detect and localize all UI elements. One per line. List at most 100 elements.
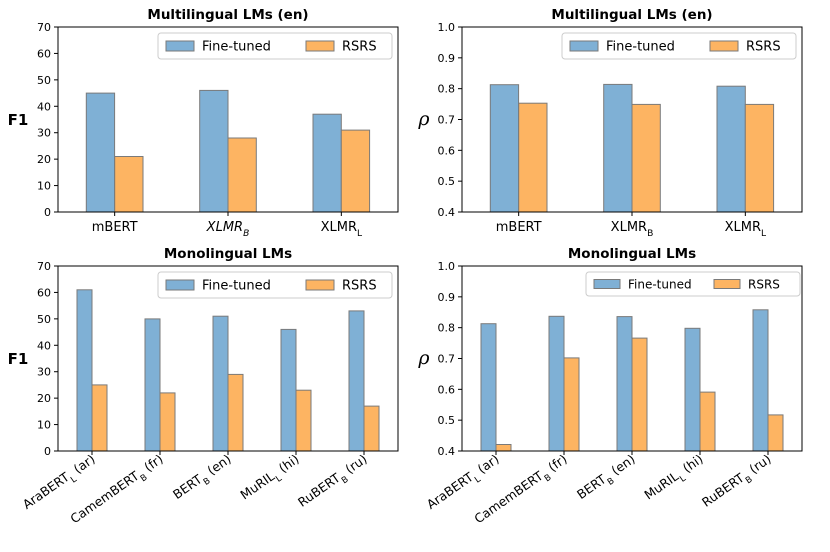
bar-fine-tuned	[716, 85, 746, 213]
bar-fine-tuned	[489, 84, 520, 213]
bar-rsrs	[114, 156, 144, 213]
legend-swatch-rsrs	[713, 279, 741, 289]
legend: Fine-tuned RSRS	[585, 271, 801, 297]
y-tick-label: 0.8	[438, 322, 456, 335]
label-subscript: B	[202, 476, 213, 488]
label-subscript: L	[473, 475, 483, 486]
chart-title: Monolingual LMs	[568, 246, 696, 262]
label-suffix: (ru)	[339, 451, 370, 479]
label-subscript: L	[678, 474, 688, 485]
y-tick-label: 0.8	[438, 83, 456, 96]
bar-rsrs	[295, 389, 312, 452]
y-tick-label: 40	[37, 100, 51, 113]
y-tick-label: 50	[37, 74, 51, 87]
x-tick-label: XLMRB	[206, 220, 250, 239]
x-tick-label: XLMRB	[611, 220, 654, 239]
x-tick-label: XLMRL	[725, 220, 767, 239]
label-subscript: B	[340, 475, 351, 487]
legend-swatch-rsrs	[709, 40, 739, 52]
x-tick-label: mBERT	[496, 220, 542, 235]
legend-label-rsrs: RSRS	[748, 278, 780, 292]
bar-rsrs	[744, 103, 775, 213]
label-base: XLMR	[611, 220, 647, 235]
bar-fine-tuned	[480, 323, 497, 452]
bar-rsrs	[631, 103, 661, 213]
bar-rsrs	[767, 414, 784, 452]
bar-fine-tuned	[76, 289, 93, 452]
y-tick-label: 0.7	[438, 353, 456, 366]
y-tick-label: 70	[37, 21, 51, 34]
label-base: MuRIL	[641, 468, 681, 502]
y-tick-label: 1.0	[438, 260, 456, 273]
label-subscript: L	[357, 229, 363, 239]
x-tick-label: RuBERTB (ru)	[295, 451, 373, 514]
bar-fine-tuned	[603, 83, 633, 213]
bar-fine-tuned	[752, 309, 769, 452]
x-tick-label: mBERT	[92, 220, 138, 235]
legend: Fine-tuned RSRS	[157, 32, 393, 60]
bar-fine-tuned	[616, 316, 633, 452]
label-suffix: (en)	[201, 451, 234, 480]
legend-box	[157, 32, 393, 60]
label-subscript: B	[744, 475, 755, 487]
label-subscript: L	[69, 475, 79, 486]
y-tick-label: 10	[37, 419, 51, 432]
y-tick-label: 0.9	[438, 52, 456, 65]
chart-title: Monolingual LMs	[164, 246, 292, 262]
y-tick-label: 0.9	[438, 291, 456, 304]
y-tick-label: 20	[37, 392, 51, 405]
legend-box	[157, 271, 393, 299]
y-tick-label: 0.7	[438, 114, 456, 127]
label-suffix: (ru)	[743, 451, 774, 479]
y-tick-label: 30	[37, 366, 51, 379]
label-base: AraBERT	[424, 469, 477, 512]
x-tick-label: XLMRL	[321, 220, 363, 239]
y-axis-label: F1	[8, 111, 29, 129]
legend-swatch-fine-tuned	[569, 40, 599, 52]
y-tick-label: 50	[37, 313, 51, 326]
legend-box	[585, 271, 801, 297]
label-base: RuBERT	[699, 470, 747, 510]
label-base: XLMR	[725, 220, 761, 235]
label-base: RuBERT	[295, 470, 343, 510]
label-base: XLMR	[206, 220, 243, 235]
bar-rsrs	[699, 391, 716, 452]
y-axis-label: F1	[8, 350, 29, 368]
bar-rsrs	[563, 357, 580, 452]
y-tick-label: 10	[37, 180, 51, 193]
legend-label-rsrs: RSRS	[746, 40, 781, 55]
chart-panel-1: Multilingual LMs (en) F1 0 10 20 30 40 50 60 70 mB…	[8, 7, 399, 239]
x-tick-label: RuBERTB (ru)	[699, 451, 777, 514]
label-suffix: (en)	[605, 451, 638, 480]
label-subscript: L	[761, 229, 767, 239]
bar-rsrs	[227, 137, 257, 213]
bar-rsrs	[159, 392, 176, 452]
bar-fine-tuned	[212, 315, 229, 452]
bar-fine-tuned	[684, 327, 701, 452]
legend: Fine-tuned RSRS	[561, 32, 797, 60]
bar-rsrs	[631, 337, 648, 452]
label-subscript: B	[606, 476, 617, 488]
chart-panel-4: Monolingual LMs ρ 0.4 0.5 0.6 0.7 0.8 0.9 1.0 Ara…	[417, 246, 803, 526]
y-tick-label: 0.6	[438, 144, 456, 157]
legend-swatch-fine-tuned	[593, 279, 621, 289]
bar-rsrs	[518, 102, 548, 213]
legend-swatch-fine-tuned	[165, 279, 195, 291]
y-tick-label: 20	[37, 153, 51, 166]
y-axis-label: ρ	[417, 347, 430, 369]
legend-swatch-rsrs	[305, 40, 335, 52]
legend-label-rsrs: RSRS	[342, 40, 377, 55]
y-tick-label: 40	[37, 339, 51, 352]
y-tick-label: 60	[37, 47, 51, 60]
label-base: mBERT	[496, 220, 542, 235]
legend-label-fine-tuned: Fine-tuned	[202, 279, 271, 294]
chart-panel-3: Monolingual LMsF1010203040506070AraBERTL…	[8, 246, 399, 526]
legend-box	[561, 32, 797, 60]
label-subscript: B	[647, 229, 653, 239]
label-base: BERT	[170, 471, 205, 502]
bar-rsrs	[495, 444, 512, 452]
y-tick-label: 0.5	[438, 414, 456, 427]
bar-fine-tuned	[348, 310, 365, 452]
bar-fine-tuned	[85, 92, 116, 213]
label-subscript: B	[139, 473, 150, 485]
